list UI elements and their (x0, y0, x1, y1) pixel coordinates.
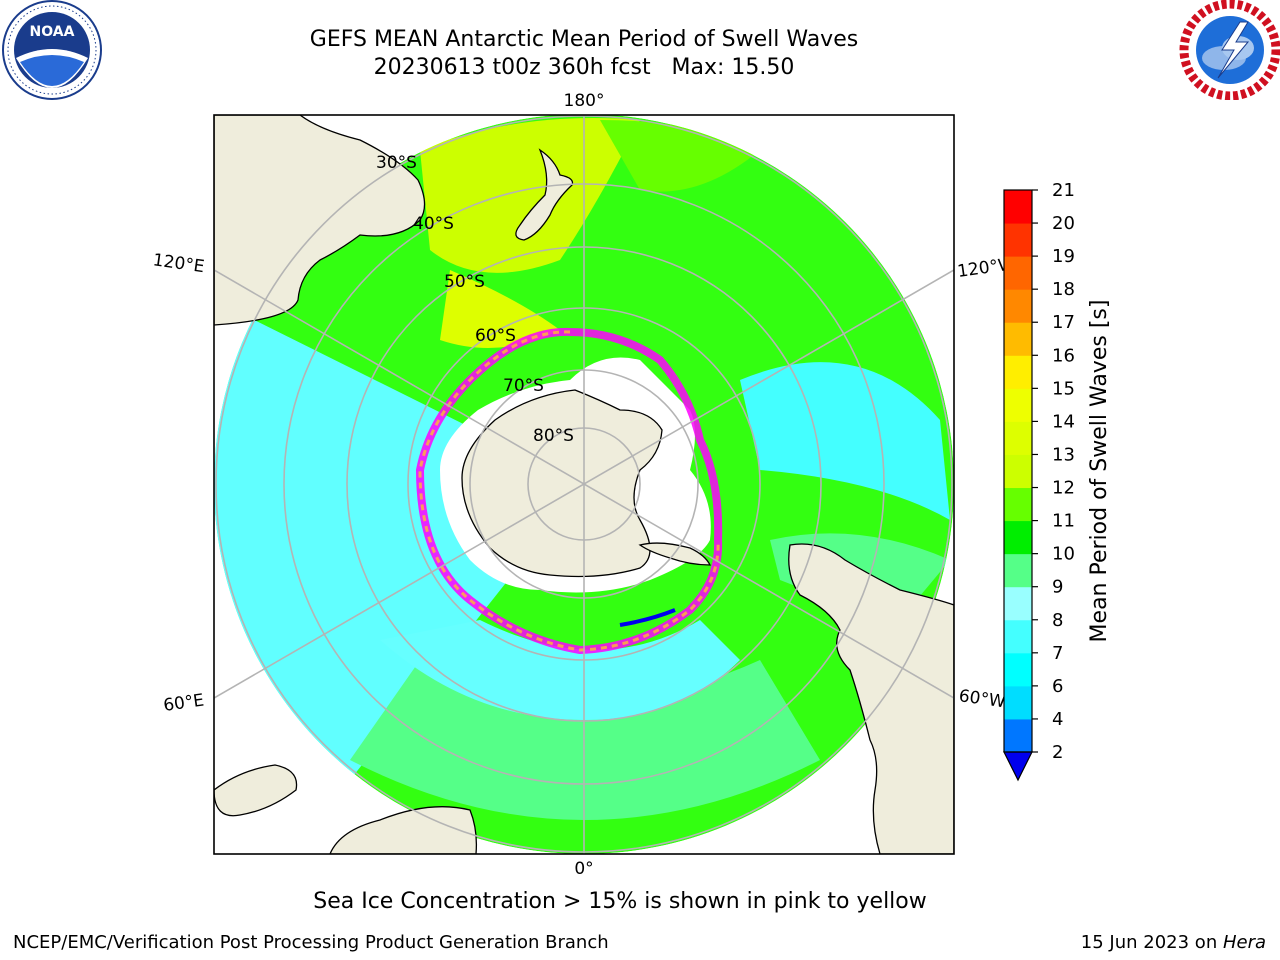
colorbar-segment (1004, 190, 1032, 224)
colorbar-segment (1004, 652, 1032, 687)
colorbar-segment (1004, 454, 1032, 489)
colorbar-tick-label: 20 (1052, 213, 1075, 234)
colorbar-tick-label: 10 (1052, 544, 1075, 565)
land-masses (214, 115, 954, 854)
sea-ice-note: Sea Ice Concentration > 15% is shown in … (0, 889, 1280, 914)
colorbar-segment (1004, 619, 1032, 654)
colorbar-tick-label: 2 (1052, 742, 1063, 763)
colorbar-segment (1004, 421, 1032, 455)
colorbar-segment (1004, 223, 1032, 257)
latitude-labels: 30°S 40°S 50°S 60°S 70°S 80°S (376, 153, 574, 446)
footer-credit: NCEP/EMC/Verification Post Processing Pr… (13, 932, 609, 953)
lon-label-60w: 60°W (958, 686, 1007, 712)
lon-label-120e: 120°E (152, 250, 206, 277)
footer-host: Hera (1222, 932, 1266, 953)
colorbar-tick-label: 11 (1052, 511, 1075, 532)
colorbar-tick-label: 4 (1052, 709, 1063, 730)
svg-text:NOAA: NOAA (30, 24, 75, 40)
colorbar-segment (1004, 487, 1032, 522)
lat-label-80s: 80°S (533, 426, 574, 446)
lat-label-70s: 70°S (503, 376, 544, 396)
colorbar-segment (1004, 718, 1032, 753)
footer-date: 15 Jun 2023 on Hera (1081, 932, 1266, 953)
colorbar-segment (1004, 355, 1032, 389)
colorbar-segments (1004, 190, 1032, 753)
footer-date-text: 15 Jun 2023 on (1080, 932, 1223, 953)
colorbar-underflow-triangle (1003, 751, 1033, 782)
lon-label-0: 0° (574, 859, 593, 879)
colorbar-segment (1004, 256, 1032, 290)
colorbar-segment (1004, 685, 1032, 720)
colorbar-segment (1004, 553, 1032, 588)
lat-label-30s: 30°S (376, 153, 417, 173)
colorbar-outline (1003, 189, 1033, 753)
colorbar-tick-label: 8 (1052, 610, 1063, 631)
colorbar-label: Mean Period of Swell Waves [s] (1087, 300, 1112, 643)
colorbar-tick-label: 17 (1052, 312, 1075, 333)
colorbar: 2 4 6 7 8 9 10 11 12 13 14 15 16 17 18 19 20 21 Mean Peri… (1003, 180, 1112, 782)
map-subtitle: 20230613 t00z 360h fcst Max: 15.50 (373, 55, 795, 80)
colorbar-tick-label: 15 (1052, 378, 1075, 399)
colorbar-tick-label: 12 (1052, 478, 1075, 499)
lon-label-60e: 60°E (162, 691, 205, 716)
noaa-logo: NOAA (2, 0, 102, 100)
colorbar-tick-label: 6 (1052, 676, 1063, 697)
colorbar-segment (1004, 388, 1032, 422)
colorbar-tick-label: 21 (1052, 180, 1075, 201)
colorbar-segment (1004, 289, 1032, 323)
sea-ice-note-text: Sea Ice Concentration > 15% is shown in … (313, 889, 927, 914)
colorbar-tick-label: 16 (1052, 345, 1075, 366)
lat-label-40s: 40°S (413, 214, 454, 234)
nws-logo (1179, 0, 1280, 100)
lat-label-60s: 60°S (475, 326, 516, 346)
colorbar-segment (1004, 520, 1032, 555)
map-frame (213, 114, 955, 855)
map-title: GEFS MEAN Antarctic Mean Period of Swell… (309, 27, 859, 52)
lat-label-50s: 50°S (444, 272, 485, 292)
colorbar-segment (1004, 322, 1032, 356)
graticule (214, 115, 954, 854)
lon-label-180: 180° (564, 91, 605, 111)
colorbar-segment (1004, 586, 1032, 621)
graticule-meridian-60e-120w (214, 269, 954, 699)
colorbar-tick-label: 14 (1052, 411, 1075, 432)
colorbar-tick-label: 19 (1052, 246, 1075, 267)
colorbar-tick-label: 9 (1052, 577, 1063, 598)
colorbar-tick-label: 7 (1052, 643, 1063, 664)
colorbar-ticks: 2 4 6 7 8 9 10 11 12 13 14 15 16 17 18 19 20 21 (1032, 180, 1075, 763)
colorbar-tick-label: 13 (1052, 444, 1075, 465)
colorbar-tick-label: 18 (1052, 279, 1075, 300)
